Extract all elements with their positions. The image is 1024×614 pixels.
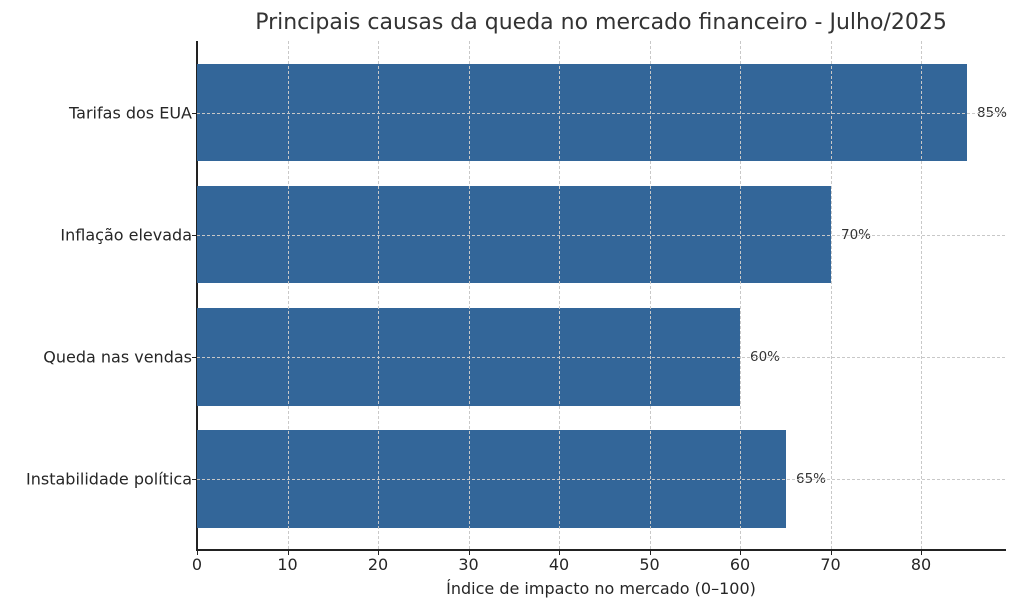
gridline-x-20 xyxy=(378,41,379,549)
gridline-x-60 xyxy=(740,41,741,549)
x-tick-label: 0 xyxy=(191,555,203,574)
x-axis-spine xyxy=(196,549,1006,551)
x-tick-label: 30 xyxy=(458,555,479,574)
y-tick-label: Instabilidade política xyxy=(26,469,192,489)
y-tick xyxy=(192,357,197,358)
gridline-y-1 xyxy=(197,235,1005,236)
x-tick-label: 40 xyxy=(548,555,570,574)
y-tick xyxy=(192,113,197,114)
gridline-y-0 xyxy=(197,113,1005,114)
y-axis-spine xyxy=(196,41,198,550)
x-tick xyxy=(649,550,651,555)
bar-tarifas-dos-eua xyxy=(197,64,967,161)
x-tick-label: 10 xyxy=(277,555,298,574)
gridline-x-50 xyxy=(649,41,651,549)
x-tick-label: 20 xyxy=(367,555,389,574)
gridline-x-40 xyxy=(559,41,560,549)
x-tick-label: 60 xyxy=(729,555,751,574)
gridline-x-70 xyxy=(830,41,832,549)
y-tick-label: Queda nas vendas xyxy=(43,347,192,367)
x-tick xyxy=(830,550,832,555)
chart-title: Principais causas da queda no mercado fi… xyxy=(255,10,947,35)
x-tick-label: 50 xyxy=(639,555,660,574)
x-tick xyxy=(287,550,289,555)
bar-inflacao-elevada xyxy=(197,186,831,283)
x-tick-label: 70 xyxy=(820,555,841,574)
x-tick xyxy=(378,550,379,555)
x-axis-label: Índice de impacto no mercado (0–100) xyxy=(446,579,756,598)
gridline-y-3 xyxy=(197,479,1005,480)
gridline-x-80 xyxy=(921,41,922,549)
gridline-y-2 xyxy=(197,357,1005,358)
gridline-x-10 xyxy=(287,41,289,549)
x-tick xyxy=(197,550,198,555)
x-tick xyxy=(740,550,741,555)
y-tick xyxy=(192,235,197,236)
y-tick-label: Inflação elevada xyxy=(60,225,192,245)
x-tick xyxy=(921,550,922,555)
x-tick xyxy=(559,550,560,555)
x-tick-label: 80 xyxy=(910,555,932,574)
gridline-x-30 xyxy=(468,41,470,549)
y-tick-label: Tarifas dos EUA xyxy=(69,103,192,123)
y-tick xyxy=(192,479,197,480)
x-tick xyxy=(468,550,470,555)
